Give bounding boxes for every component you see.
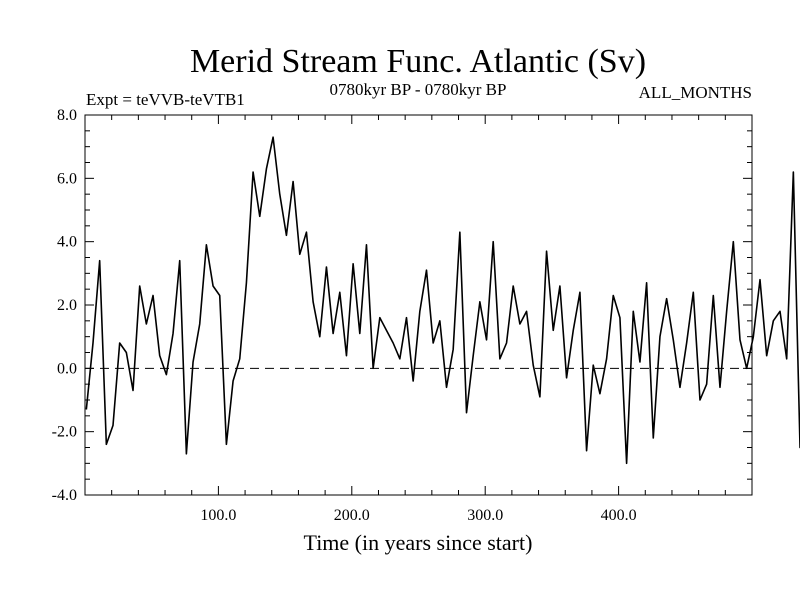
series-line: [85, 136, 800, 465]
x-tick-label: 200.0: [334, 507, 370, 524]
y-tick-label: 2.0: [57, 297, 77, 314]
subtitle-left: Expt = teVVB-teVTB1: [86, 90, 245, 109]
y-axis: -4.0 -2.0 0.0 2.0 4.0 6.0 8.0: [52, 107, 752, 504]
y-tick-label: -4.0: [52, 487, 77, 504]
y-tick-label: 8.0: [57, 107, 77, 124]
subtitle-center: 0780kyr BP - 0780kyr BP: [330, 80, 507, 99]
y-tick-label: -2.0: [52, 424, 77, 441]
x-tick-label: 100.0: [200, 507, 236, 524]
x-tick-label: 300.0: [467, 507, 503, 524]
x-tick-label: 400.0: [601, 507, 637, 524]
x-axis-label: Time (in years since start): [304, 530, 533, 555]
y-tick-label: 6.0: [57, 170, 77, 187]
subtitle-right: ALL_MONTHS: [639, 83, 752, 102]
chart-title: Merid Stream Func. Atlantic (Sv): [190, 43, 646, 80]
x-axis: 100.0 200.0 300.0 400.0: [111, 115, 726, 524]
series-group: [85, 136, 800, 465]
y-tick-label: 0.0: [57, 360, 77, 377]
y-tick-label: 4.0: [57, 234, 77, 251]
